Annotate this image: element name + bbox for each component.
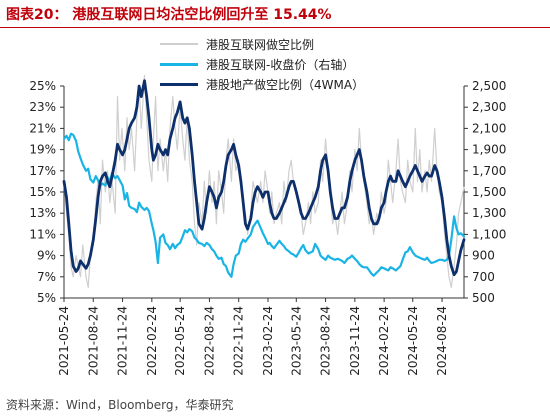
left-tick-label: 9% [37,249,56,263]
left-tick-label: 23% [29,100,56,114]
right-tick-label: 1,500 [472,185,506,199]
legend-swatch-close-price [160,62,198,66]
left-tick-label: 5% [37,291,56,305]
right-tick-label: 1,900 [472,143,506,157]
left-tick-label: 21% [29,121,56,135]
legend-label-close-price: 港股互联网-收盘价（右轴） [206,57,355,72]
series-line-0 [63,74,465,288]
right-tick-label: 500 [472,291,495,305]
left-tick-label: 25% [29,79,56,93]
left-tick-label: 17% [29,164,56,178]
x-tick-label: 2021-05-24 [57,306,71,376]
right-tick-label: 2,300 [472,100,506,114]
x-tick-label: 2024-08-24 [435,306,449,376]
source-note: 资料来源：Wind，Bloomberg，华泰研究 [6,398,234,412]
left-tick-label: 15% [29,185,56,199]
left-tick-label: 19% [29,143,56,157]
left-tick-label: 7% [37,270,56,284]
x-tick-label: 2023-05-24 [289,306,303,376]
left-tick-label: 13% [29,206,56,220]
right-tick-label: 900 [472,249,495,263]
x-tick-label: 2024-02-24 [377,306,391,376]
legend-label-daily-short: 港股互联网做空比例 [206,37,315,52]
x-tick-label: 2022-05-24 [173,306,187,376]
right-tick-label: 1,100 [472,227,506,241]
series-line-1 [62,132,466,278]
legend-swatch-daily-short [160,43,198,45]
left-tick-label: 11% [29,227,56,241]
chart-title: 图表20： 港股互联网日均沽空比例回升至 15.44% [6,7,332,23]
title-divider [0,27,550,28]
series-line-2 [62,79,466,277]
x-tick-label: 2023-11-24 [348,306,362,376]
legend-item-daily-short: 港股互联网做空比例 [160,34,364,54]
x-tick-label: 2022-11-24 [232,306,246,376]
x-tick-label: 2024-05-24 [406,306,420,376]
legend-swatch-property-4wma [160,82,198,86]
right-tick-label: 2,500 [472,79,506,93]
right-tick-label: 1,700 [472,164,506,178]
axes: 5% 7% 9% 11% 13% 15% 17% 19% 21% 23% 25% 500 700 900 1… [29,79,506,376]
x-tick-label: 2023-08-24 [319,306,333,376]
x-tick-label: 2021-08-24 [86,306,100,376]
x-tick-label: 2022-08-24 [202,306,216,376]
series-layer [62,74,466,288]
legend-item-close-price: 港股互联网-收盘价（右轴） [160,54,364,74]
right-tick-label: 1,300 [472,206,506,220]
right-tick-label: 700 [472,270,495,284]
legend-label-property-4wma: 港股地产做空比例（4WMA） [206,77,365,92]
x-tick-label: 2021-11-24 [116,306,130,376]
legend-item-property-4wma: 港股地产做空比例（4WMA） [160,74,364,94]
chart-legend: 港股互联网做空比例 港股互联网-收盘价（右轴） 港股地产做空比例（4WMA） [160,34,364,94]
x-tick-label: 2022-02-24 [145,306,159,376]
right-tick-label: 2,100 [472,121,506,135]
x-tick-label: 2023-02-24 [261,306,275,376]
